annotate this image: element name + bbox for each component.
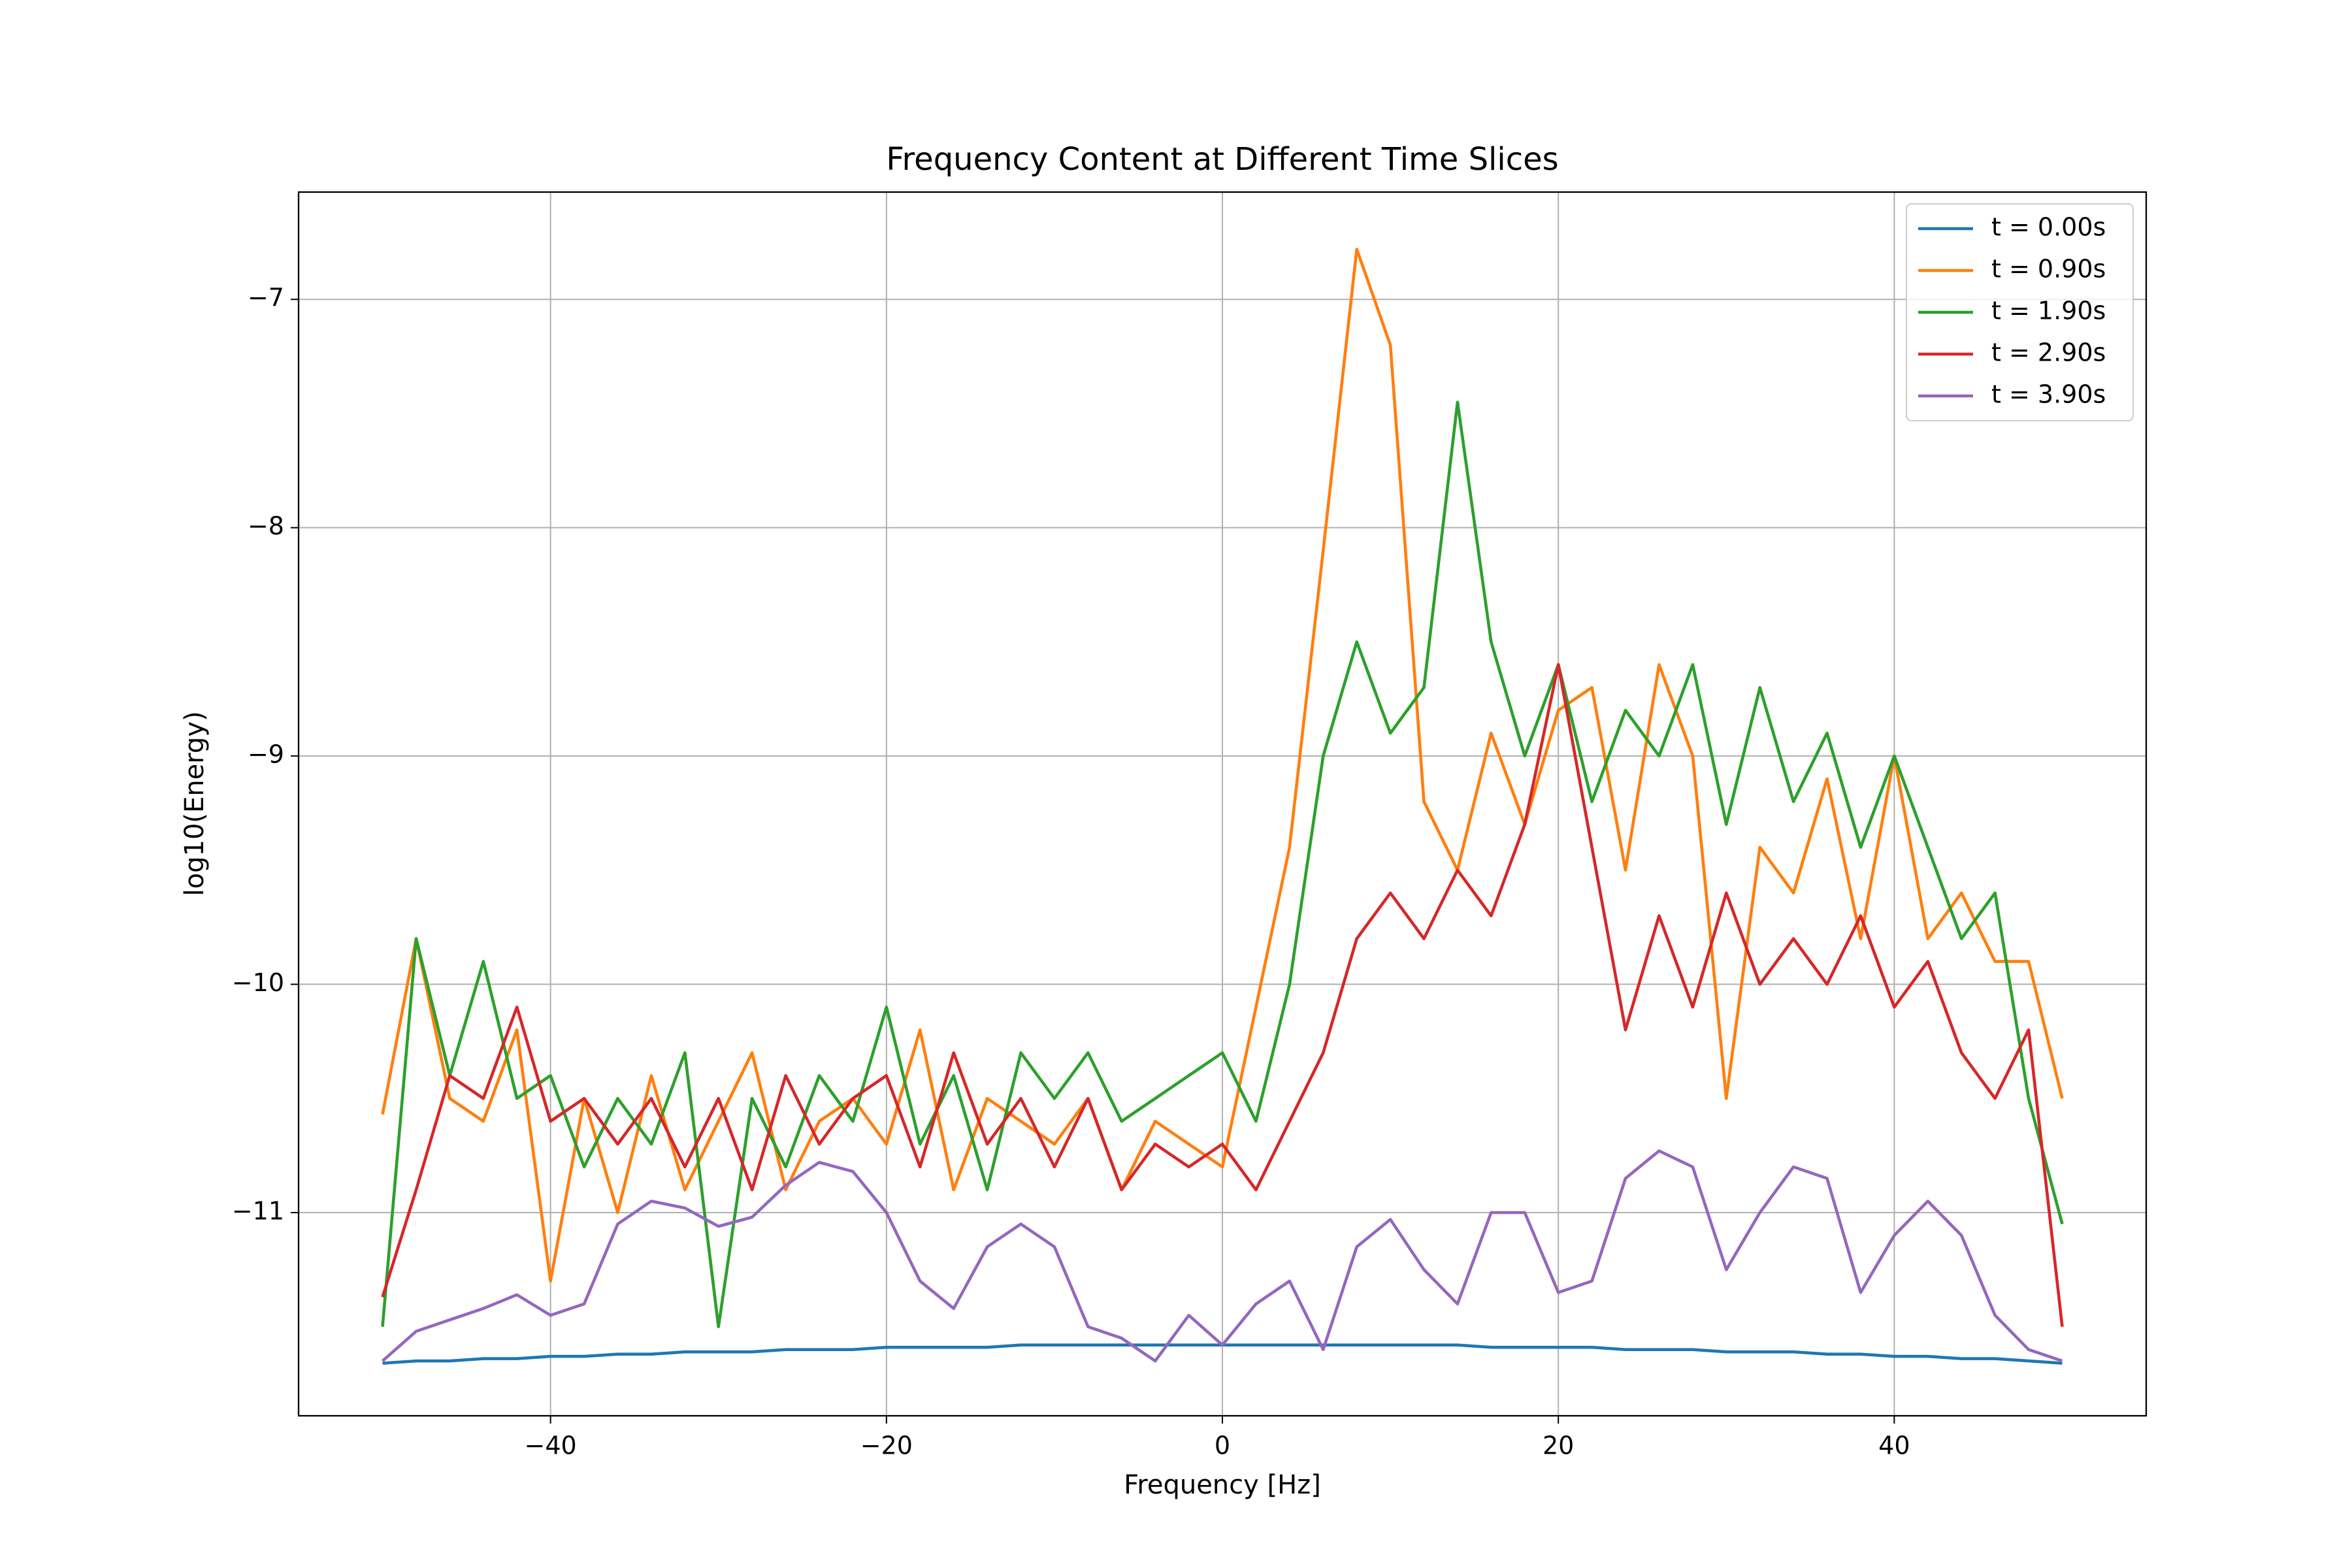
series-line bbox=[381, 400, 2064, 1328]
x-tick-label: 20 bbox=[1543, 1431, 1574, 1460]
legend-label: t = 0.90s bbox=[1991, 255, 2106, 284]
legend-label: t = 1.90s bbox=[1991, 297, 2106, 325]
y-tick-label: −8 bbox=[248, 512, 284, 540]
y-axis-label: log10(Energy) bbox=[180, 711, 210, 896]
y-tick-label: −11 bbox=[232, 1196, 284, 1225]
legend: t = 0.00s t = 0.90s t = 1.90s t = 2.90s t = … bbox=[1906, 203, 2134, 421]
series-line bbox=[381, 1149, 2063, 1363]
y-tick-label: −9 bbox=[248, 740, 284, 769]
legend-label: t = 3.90s bbox=[1991, 380, 2106, 409]
x-tick-label: 40 bbox=[1878, 1431, 1910, 1460]
legend-label: t = 0.00s bbox=[1991, 213, 2106, 242]
plot-frame bbox=[297, 191, 2148, 1417]
series-line bbox=[381, 663, 2064, 1327]
x-axis-label: Frequency [Hz] bbox=[1124, 1470, 1321, 1500]
legend-label: t = 2.90s bbox=[1991, 338, 2106, 367]
legend-frame bbox=[1906, 203, 2134, 421]
x-tick-label: −40 bbox=[525, 1431, 577, 1460]
x-tick-label: −20 bbox=[860, 1431, 913, 1460]
y-tick-label: −7 bbox=[248, 284, 284, 312]
x-tick-label: 0 bbox=[1215, 1431, 1230, 1460]
y-tick-label: −10 bbox=[232, 968, 284, 997]
chart-title: Frequency Content at Different Time Slic… bbox=[886, 141, 1558, 178]
